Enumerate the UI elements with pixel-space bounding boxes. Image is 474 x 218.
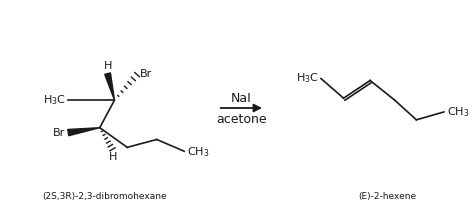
Text: Br: Br [53,128,65,138]
Polygon shape [68,128,100,136]
Text: $\mathregular{CH_3}$: $\mathregular{CH_3}$ [447,105,469,119]
Text: Br: Br [140,69,152,79]
Text: $\mathregular{CH_3}$: $\mathregular{CH_3}$ [187,145,210,159]
Text: acetone: acetone [216,113,267,126]
Text: H: H [109,152,118,162]
Text: $\mathregular{H_3C}$: $\mathregular{H_3C}$ [296,72,319,85]
Text: (E)-2-hexene: (E)-2-hexene [358,192,416,201]
Text: $\mathregular{H_3C}$: $\mathregular{H_3C}$ [44,93,66,107]
Text: NaI: NaI [231,92,252,105]
Text: H: H [103,61,112,71]
Polygon shape [105,73,114,100]
Text: (2S,3R)-2,3-dibromohexane: (2S,3R)-2,3-dibromohexane [42,192,167,201]
